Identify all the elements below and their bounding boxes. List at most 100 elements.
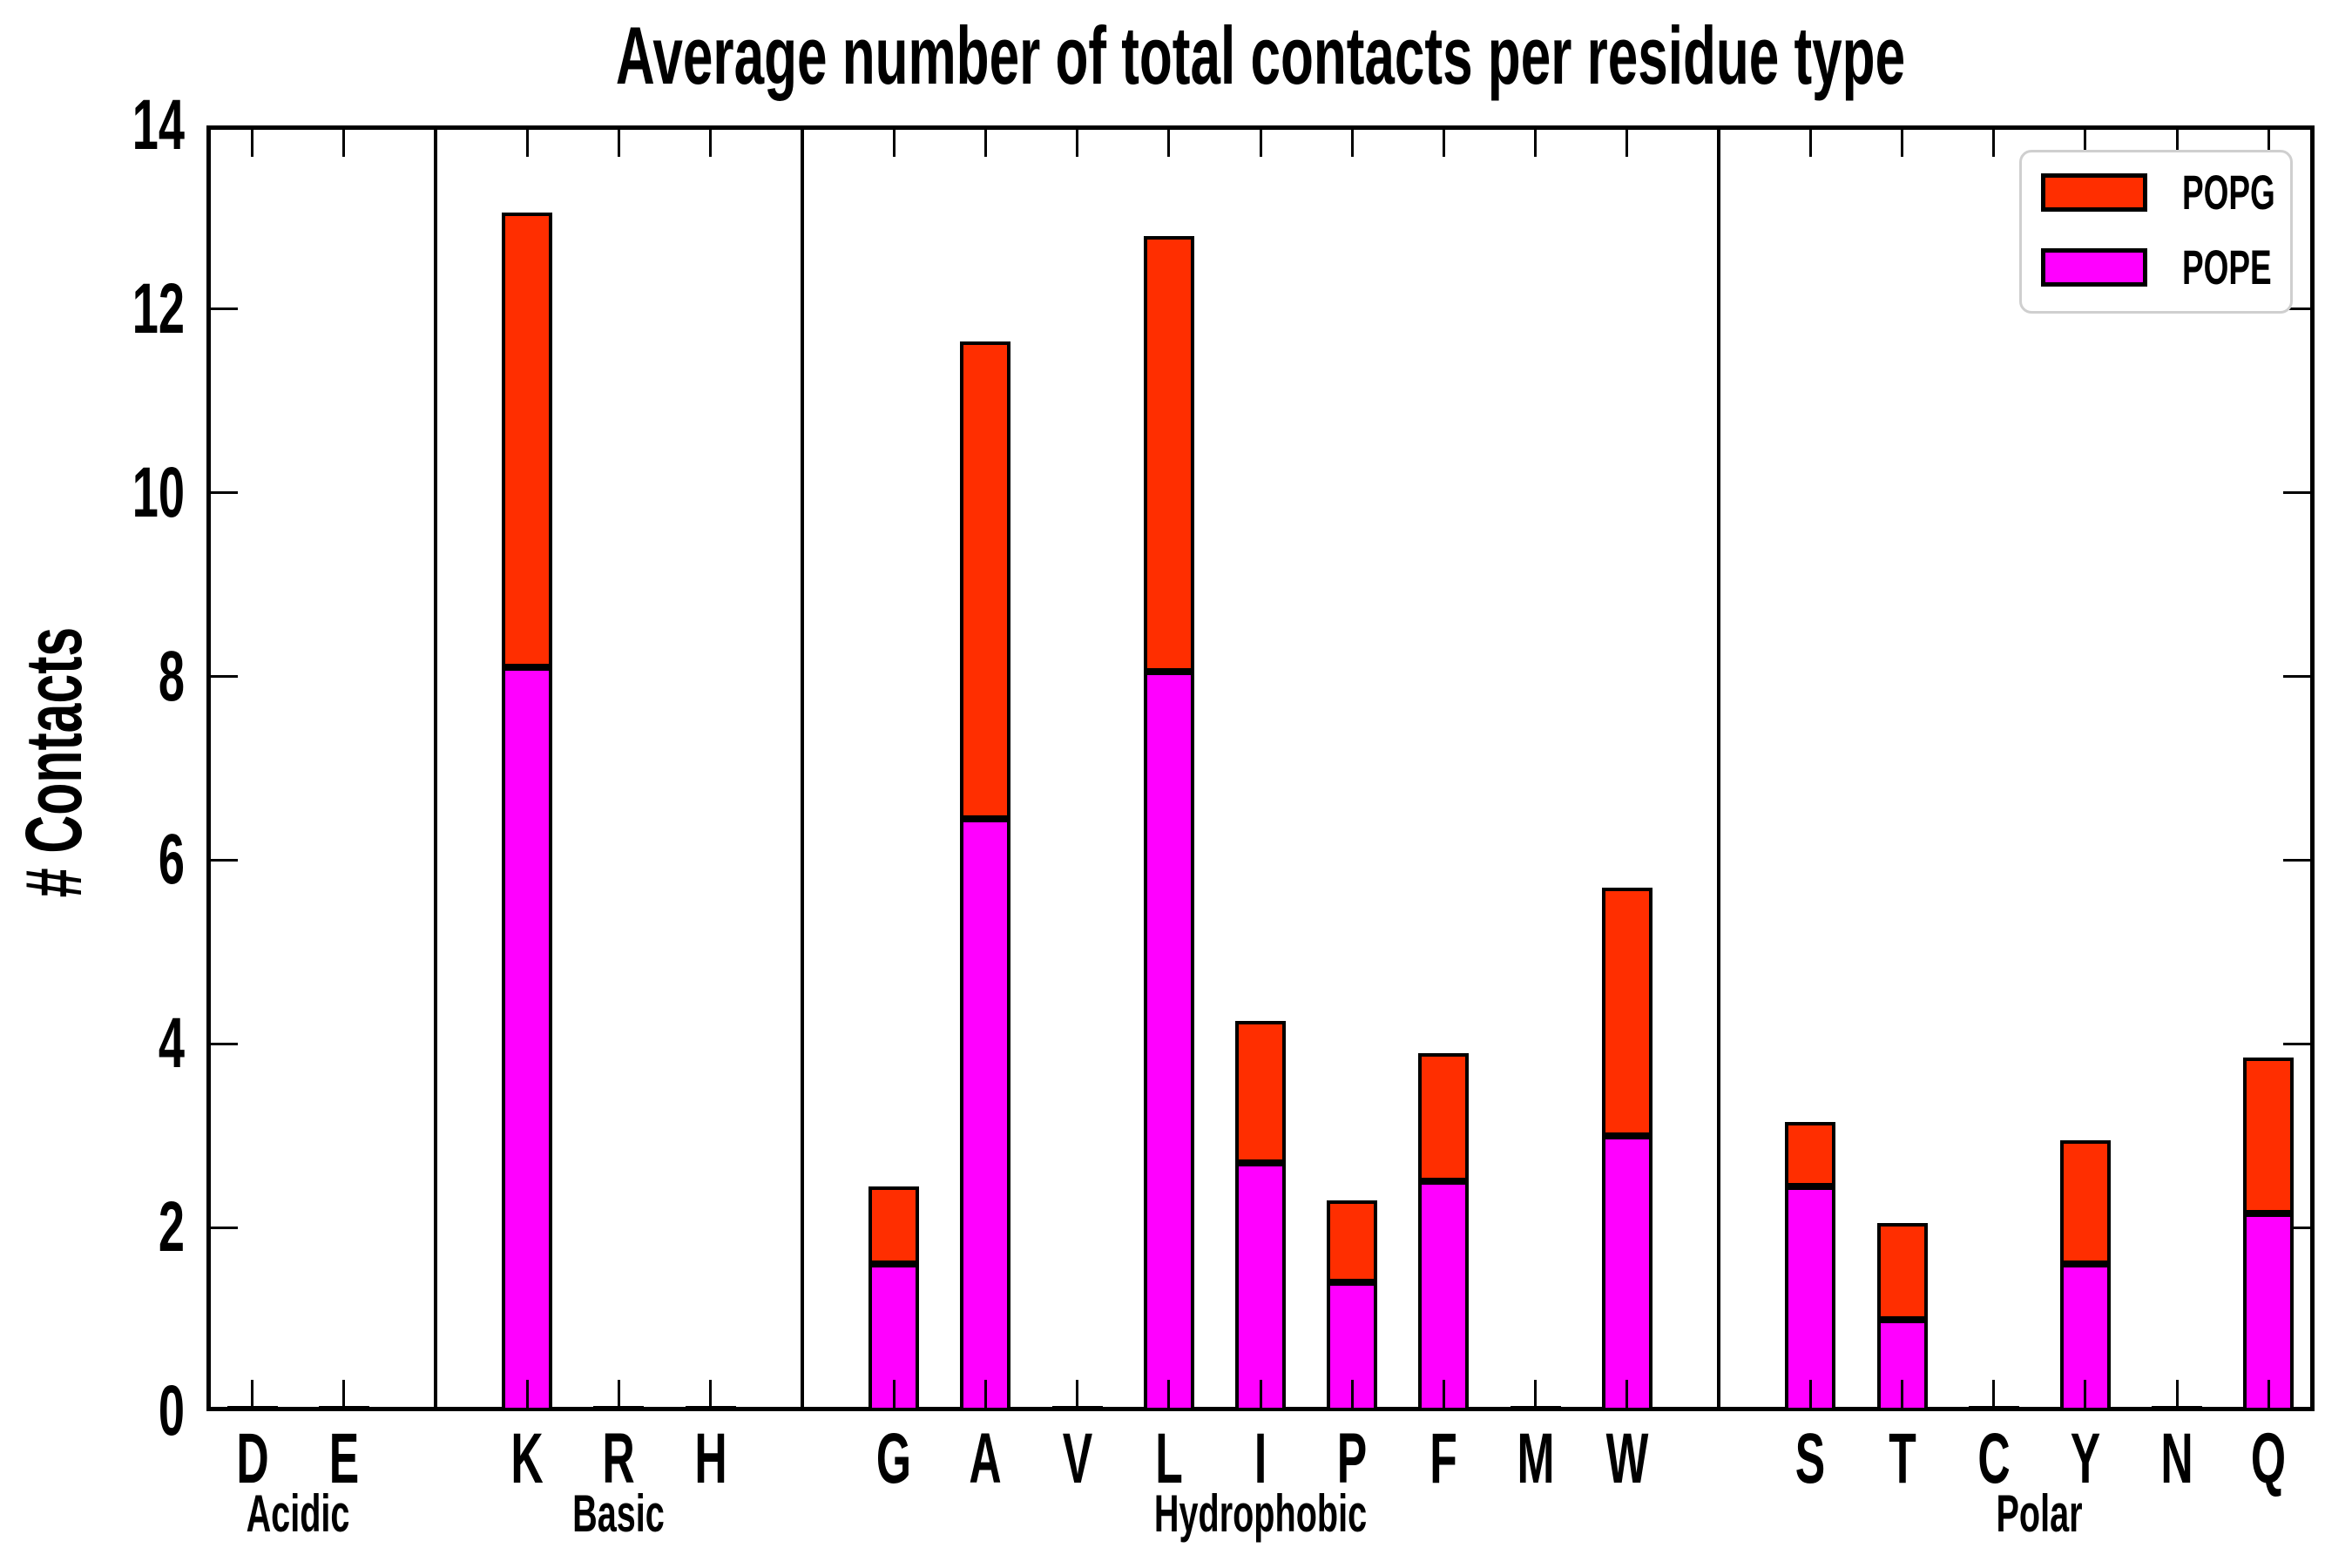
x-tick-top <box>617 125 620 157</box>
x-tick-bottom <box>525 1380 529 1411</box>
y-tick-label-2: 2 <box>158 1187 185 1267</box>
bar-A-popg <box>960 341 1011 819</box>
y-tick-label-6: 6 <box>158 820 185 900</box>
x-tick-top <box>1534 125 1538 157</box>
y-tick-left <box>211 491 238 495</box>
x-tick-bottom <box>1259 1380 1262 1411</box>
x-tick-label-K: K <box>510 1419 544 1498</box>
x-tick-bottom <box>251 1380 254 1411</box>
x-tick-bottom <box>1167 1380 1171 1411</box>
group-separator <box>800 125 804 1411</box>
x-tick-label-Q: Q <box>2251 1419 2287 1498</box>
group-separator <box>1717 125 1721 1411</box>
y-tick-left <box>211 308 238 311</box>
x-tick-top <box>1992 125 1996 157</box>
x-tick-bottom <box>342 1380 346 1411</box>
x-tick-label-G: G <box>876 1419 912 1498</box>
y-tick-label-4: 4 <box>158 1004 185 1084</box>
bar-G-popg <box>868 1186 920 1265</box>
x-tick-label-M: M <box>1517 1419 1555 1498</box>
y-tick-left <box>211 675 238 679</box>
x-tick-top <box>892 125 896 157</box>
x-tick-label-V: V <box>1062 1419 1092 1498</box>
x-tick-top <box>1625 125 1629 157</box>
x-tick-label-P: P <box>1336 1419 1368 1498</box>
x-tick-top <box>1259 125 1262 157</box>
y-tick-label-8: 8 <box>158 636 185 716</box>
y-tick-left <box>211 858 238 862</box>
x-tick-top <box>1167 125 1171 157</box>
x-tick-top <box>342 125 346 157</box>
bar-S-pope <box>1785 1186 1836 1411</box>
bar-F-pope <box>1418 1181 1470 1411</box>
x-tick-bottom <box>1534 1380 1538 1411</box>
y-axis-title: # Contacts <box>10 626 98 898</box>
x-tick-top <box>1350 125 1354 157</box>
y-tick-left <box>211 1226 238 1229</box>
group-label-acidic: Acidic <box>246 1484 350 1543</box>
x-tick-label-Y: Y <box>2070 1419 2101 1498</box>
x-tick-label-I: I <box>1254 1419 1267 1498</box>
x-tick-bottom <box>1992 1380 1996 1411</box>
x-tick-top <box>1442 125 1445 157</box>
legend-label-pope: POPE <box>2182 240 2272 294</box>
bar-Y-pope <box>2059 1264 2111 1411</box>
x-tick-label-S: S <box>1795 1419 1826 1498</box>
bar-K-popg <box>502 213 553 668</box>
y-tick-right <box>2283 1226 2310 1229</box>
y-tick-right <box>2283 858 2310 862</box>
x-tick-bottom <box>1076 1380 1079 1411</box>
y-tick-left <box>211 1042 238 1045</box>
x-tick-top <box>251 125 254 157</box>
bar-S-popg <box>1785 1121 1836 1186</box>
y-tick-right <box>2283 491 2310 495</box>
x-tick-label-A: A <box>969 1419 1002 1498</box>
x-tick-bottom <box>1625 1380 1629 1411</box>
x-tick-bottom <box>892 1380 896 1411</box>
bar-W-popg <box>1601 888 1652 1136</box>
bar-Q-popg <box>2243 1058 2295 1214</box>
group-label-hydrophobic: Hydrophobic <box>1153 1484 1368 1543</box>
x-tick-bottom <box>983 1380 987 1411</box>
x-tick-top <box>1808 125 1812 157</box>
bar-W-pope <box>1601 1135 1652 1411</box>
group-separator <box>434 125 438 1411</box>
legend: POPG POPE <box>2019 150 2293 314</box>
x-tick-top <box>1076 125 1079 157</box>
x-tick-label-C: C <box>1977 1419 2011 1498</box>
x-tick-bottom <box>1350 1380 1354 1411</box>
bar-Q-pope <box>2243 1213 2295 1411</box>
bar-T-popg <box>1876 1222 1928 1320</box>
group-label-basic: Basic <box>572 1484 666 1543</box>
x-tick-bottom <box>2267 1380 2270 1411</box>
legend-label-popg: POPG <box>2182 165 2275 220</box>
x-tick-label-H: H <box>694 1419 727 1498</box>
x-tick-top <box>983 125 987 157</box>
x-tick-top <box>2267 125 2270 157</box>
x-tick-label-E: E <box>328 1419 360 1498</box>
x-tick-bottom <box>1808 1380 1812 1411</box>
bar-L-pope <box>1143 672 1194 1411</box>
x-tick-label-W: W <box>1605 1419 1649 1498</box>
x-tick-label-R: R <box>602 1419 636 1498</box>
x-tick-bottom <box>1901 1380 1904 1411</box>
y-tick-right <box>2283 308 2310 311</box>
x-tick-label-L: L <box>1155 1419 1183 1498</box>
y-tick-right <box>2283 675 2310 679</box>
legend-swatch-pope <box>2041 248 2147 287</box>
x-tick-top <box>1901 125 1904 157</box>
bar-P-popg <box>1327 1200 1378 1283</box>
x-tick-bottom <box>2175 1380 2179 1411</box>
y-tick-label-12: 12 <box>132 268 185 348</box>
bar-L-popg <box>1143 235 1194 672</box>
bar-A-pope <box>960 818 1011 1411</box>
group-label-polar: Polar <box>1996 1484 2083 1543</box>
y-tick-label-14: 14 <box>132 85 185 165</box>
bar-Y-popg <box>2059 1139 2111 1265</box>
x-tick-bottom <box>617 1380 620 1411</box>
x-tick-top <box>2084 125 2087 157</box>
bar-F-popg <box>1418 1052 1470 1182</box>
chart-title: Average number of total contacts per res… <box>615 10 1906 101</box>
y-tick-label-10: 10 <box>132 452 185 532</box>
